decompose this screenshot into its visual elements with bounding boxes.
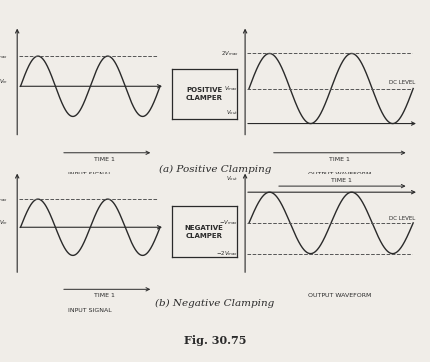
Text: $V_{max}$: $V_{max}$ (0, 52, 9, 60)
Text: (b) Negative Clamping: (b) Negative Clamping (155, 299, 275, 308)
Text: $V_{max}$: $V_{max}$ (224, 84, 238, 93)
Text: $2V_{max}$: $2V_{max}$ (221, 49, 238, 58)
Text: $V_{max}$: $V_{max}$ (0, 195, 9, 203)
Text: $V_{in}$: $V_{in}$ (0, 77, 9, 86)
Text: DC LEVEL: DC LEVEL (389, 80, 415, 85)
Text: $V_{out}$: $V_{out}$ (226, 174, 238, 183)
Text: OUTPUT WAVEFORM: OUTPUT WAVEFORM (308, 293, 372, 298)
Text: OUTPUT WAVEFORM: OUTPUT WAVEFORM (308, 172, 372, 177)
Text: $V_{in}$: $V_{in}$ (0, 219, 9, 227)
Text: INPUT SIGNAL: INPUT SIGNAL (68, 172, 112, 177)
Text: TIME 1: TIME 1 (329, 157, 350, 162)
Text: TIME 1: TIME 1 (331, 178, 352, 183)
Text: DC LEVEL: DC LEVEL (389, 216, 415, 221)
Text: TIME 1: TIME 1 (95, 157, 115, 162)
Text: $-V_{max}$: $-V_{max}$ (219, 218, 238, 227)
Text: (a) Positive Clamping: (a) Positive Clamping (159, 165, 271, 174)
Text: TIME 1: TIME 1 (95, 293, 115, 298)
Text: Fig. 30.75: Fig. 30.75 (184, 335, 246, 346)
Text: $V_{out}$: $V_{out}$ (226, 109, 238, 118)
Text: NEGATIVE
CLAMPER: NEGATIVE CLAMPER (185, 225, 224, 239)
Text: $-2V_{max}$: $-2V_{max}$ (216, 249, 238, 258)
Text: INPUT SIGNAL: INPUT SIGNAL (68, 308, 112, 312)
Text: POSITIVE
CLAMPER: POSITIVE CLAMPER (186, 87, 223, 101)
